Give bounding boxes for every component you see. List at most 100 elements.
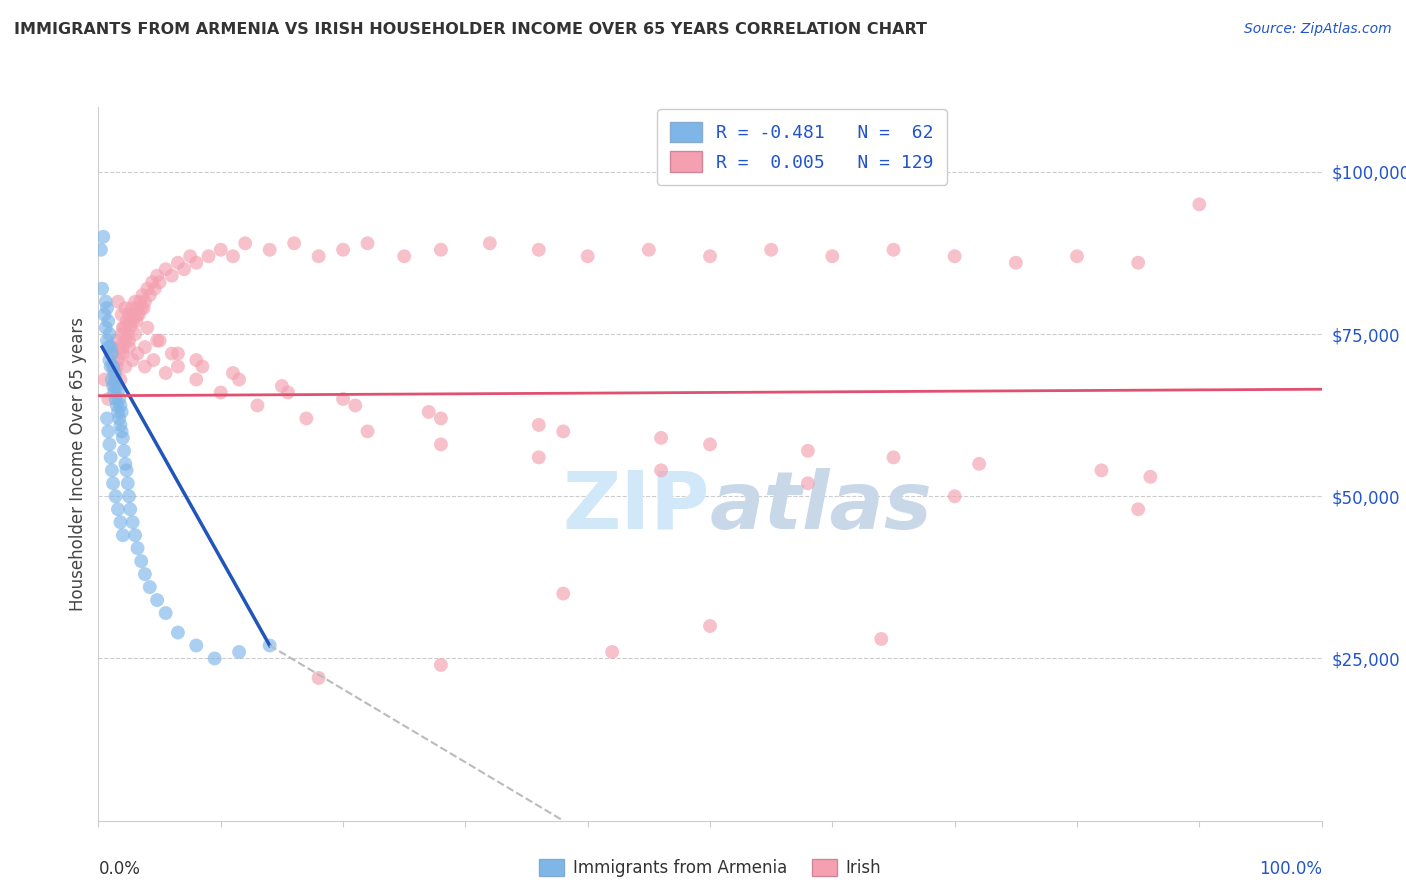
Point bbox=[101, 372, 124, 386]
Point bbox=[124, 528, 146, 542]
Point bbox=[111, 320, 134, 334]
Point bbox=[104, 366, 127, 380]
Point bbox=[270, 379, 294, 393]
Point bbox=[209, 243, 232, 257]
Point bbox=[259, 243, 281, 257]
Point bbox=[1139, 470, 1161, 484]
Point bbox=[418, 405, 440, 419]
Point bbox=[527, 417, 550, 432]
Point bbox=[699, 619, 721, 633]
Point bbox=[430, 437, 453, 451]
Point bbox=[295, 411, 318, 425]
Point bbox=[967, 457, 990, 471]
Point bbox=[111, 308, 134, 322]
Point bbox=[699, 249, 721, 263]
Point bbox=[103, 385, 125, 400]
Point bbox=[943, 249, 966, 263]
Point bbox=[118, 489, 141, 503]
Point bbox=[167, 256, 190, 270]
Point bbox=[110, 372, 132, 386]
Point bbox=[100, 346, 122, 360]
Point bbox=[110, 515, 132, 529]
Point bbox=[93, 372, 115, 386]
Point bbox=[121, 515, 143, 529]
Point bbox=[392, 249, 416, 263]
Point bbox=[167, 359, 190, 374]
Point bbox=[870, 632, 893, 646]
Point bbox=[332, 392, 354, 406]
Point bbox=[100, 359, 122, 374]
Text: IMMIGRANTS FROM ARMENIA VS IRISH HOUSEHOLDER INCOME OVER 65 YEARS CORRELATION CH: IMMIGRANTS FROM ARMENIA VS IRISH HOUSEHO… bbox=[14, 22, 927, 37]
Point bbox=[107, 405, 129, 419]
Point bbox=[101, 346, 124, 360]
Point bbox=[111, 425, 134, 439]
Point bbox=[160, 346, 183, 360]
Point bbox=[430, 657, 453, 672]
Point bbox=[160, 268, 183, 283]
Point bbox=[110, 399, 132, 413]
Point bbox=[139, 580, 162, 594]
Point bbox=[94, 294, 117, 309]
Point bbox=[155, 366, 177, 380]
Point bbox=[117, 476, 139, 491]
Point bbox=[91, 229, 114, 244]
Point bbox=[111, 405, 134, 419]
Point bbox=[142, 353, 165, 368]
Point bbox=[155, 262, 177, 277]
Point bbox=[228, 372, 250, 386]
Point bbox=[90, 243, 112, 257]
Point bbox=[118, 340, 141, 354]
Point bbox=[167, 346, 190, 360]
Point bbox=[111, 340, 134, 354]
Point bbox=[222, 366, 245, 380]
Point bbox=[128, 308, 150, 322]
Point bbox=[167, 625, 190, 640]
Point bbox=[430, 411, 453, 425]
Legend: Immigrants from Armenia, Irish: Immigrants from Armenia, Irish bbox=[533, 852, 887, 884]
Point bbox=[124, 327, 146, 342]
Point bbox=[186, 639, 208, 653]
Point bbox=[96, 301, 118, 315]
Text: atlas: atlas bbox=[710, 467, 932, 546]
Point bbox=[797, 443, 820, 458]
Point bbox=[97, 340, 120, 354]
Point bbox=[103, 379, 125, 393]
Point bbox=[600, 645, 623, 659]
Point bbox=[114, 359, 136, 374]
Point bbox=[344, 399, 367, 413]
Point bbox=[111, 528, 134, 542]
Point bbox=[107, 385, 129, 400]
Point bbox=[308, 249, 330, 263]
Point bbox=[139, 288, 162, 302]
Point bbox=[761, 243, 783, 257]
Point bbox=[96, 334, 118, 348]
Point bbox=[101, 379, 124, 393]
Point bbox=[120, 502, 142, 516]
Point bbox=[149, 334, 172, 348]
Point bbox=[136, 320, 159, 334]
Point bbox=[110, 346, 132, 360]
Point bbox=[91, 282, 114, 296]
Point bbox=[93, 308, 115, 322]
Point bbox=[209, 385, 232, 400]
Point bbox=[527, 243, 550, 257]
Point bbox=[553, 586, 575, 600]
Point bbox=[1090, 463, 1112, 477]
Point bbox=[121, 314, 143, 328]
Point bbox=[1004, 256, 1026, 270]
Point bbox=[186, 372, 208, 386]
Point bbox=[356, 236, 378, 251]
Point bbox=[100, 340, 122, 354]
Point bbox=[283, 236, 305, 251]
Point bbox=[233, 236, 256, 251]
Point bbox=[115, 463, 138, 477]
Point bbox=[108, 392, 131, 406]
Point bbox=[105, 334, 128, 348]
Point bbox=[98, 327, 121, 342]
Point bbox=[650, 431, 672, 445]
Point bbox=[111, 327, 134, 342]
Point bbox=[131, 288, 153, 302]
Point bbox=[121, 353, 143, 368]
Point bbox=[98, 437, 121, 451]
Point bbox=[97, 425, 120, 439]
